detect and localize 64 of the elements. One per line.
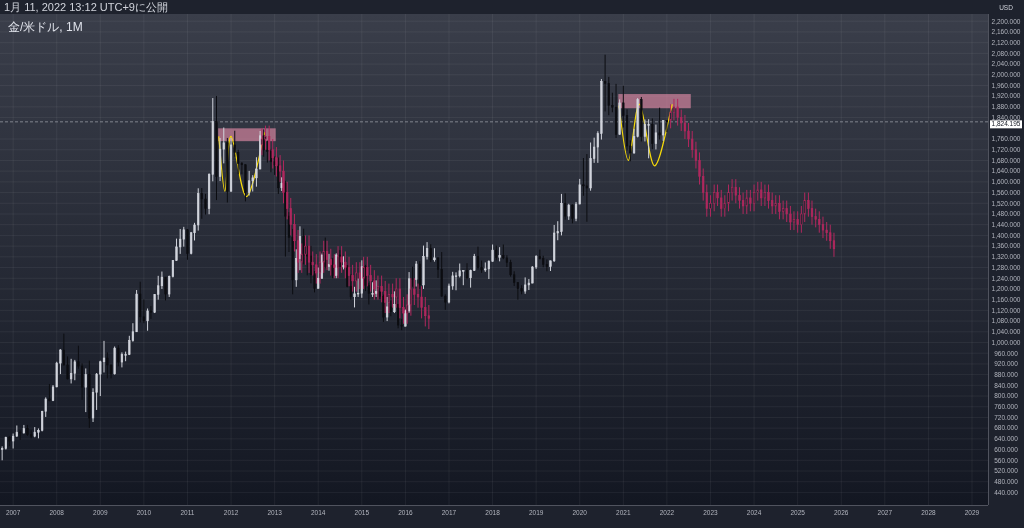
candlestick xyxy=(604,54,607,112)
candlestick xyxy=(818,210,821,234)
candlestick xyxy=(424,296,427,327)
candlestick xyxy=(723,194,726,218)
candlestick xyxy=(738,186,741,210)
candlestick xyxy=(647,118,650,159)
candlestick xyxy=(146,307,149,332)
candlestick xyxy=(12,433,15,450)
candlestick xyxy=(832,232,836,258)
candlestick xyxy=(102,340,106,373)
text: 1月 11, 2022 13:12 UTC+9に公開 xyxy=(4,1,168,13)
candlestick xyxy=(149,305,153,320)
candlestick xyxy=(713,184,716,212)
candlestick xyxy=(731,178,734,202)
candlestick xyxy=(785,200,788,223)
candlestick xyxy=(643,118,647,142)
candlestick xyxy=(106,351,109,379)
candlestick xyxy=(545,259,548,272)
candlestick xyxy=(741,192,745,215)
candlestick xyxy=(117,344,120,367)
candlestick xyxy=(767,184,770,210)
candlestick xyxy=(825,221,828,242)
candlestick xyxy=(734,178,737,204)
candlestick xyxy=(571,203,574,224)
text: 金/米ドル, 1M xyxy=(8,20,83,34)
candlestick xyxy=(810,200,814,226)
candlestick xyxy=(792,210,796,231)
candlestick xyxy=(796,210,799,234)
candlestick xyxy=(752,184,756,212)
candlestick xyxy=(186,228,189,261)
candlestick xyxy=(651,117,654,150)
candlestick xyxy=(662,119,665,142)
candlestick xyxy=(672,98,676,121)
candlestick xyxy=(73,359,76,381)
candlestick xyxy=(774,194,777,215)
candlestick xyxy=(70,358,73,384)
candlestick xyxy=(665,119,669,133)
candlestick xyxy=(476,246,480,271)
candlestick xyxy=(465,262,469,280)
candlestick xyxy=(585,153,588,223)
candlestick xyxy=(84,367,87,413)
candlestick xyxy=(654,124,658,150)
candlestick xyxy=(658,107,661,141)
candlestick xyxy=(564,192,567,221)
candlestick xyxy=(709,194,712,218)
candlestick xyxy=(778,194,781,220)
candlestick xyxy=(763,184,767,207)
candlestick xyxy=(821,216,825,239)
candlestick xyxy=(683,114,687,140)
candlestick xyxy=(200,187,203,220)
candlestick xyxy=(669,103,672,129)
candlestick xyxy=(204,193,207,216)
candlestick xyxy=(139,281,142,323)
candlestick xyxy=(782,200,785,220)
candlestick xyxy=(716,184,719,207)
candlestick xyxy=(749,189,752,212)
candlestick xyxy=(80,362,84,401)
candlestick xyxy=(720,189,723,218)
candlestick xyxy=(745,189,748,215)
candlestick xyxy=(248,170,251,197)
candlestick xyxy=(676,98,679,127)
candlestick xyxy=(771,192,774,215)
candlestick xyxy=(760,181,763,207)
candlestick xyxy=(789,205,792,231)
